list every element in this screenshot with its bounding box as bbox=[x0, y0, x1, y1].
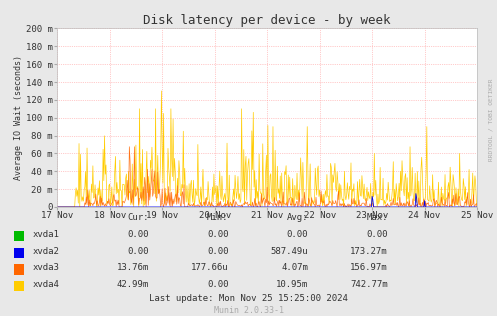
Text: 0.00: 0.00 bbox=[287, 230, 308, 239]
Text: 742.77m: 742.77m bbox=[350, 280, 388, 289]
Text: 0.00: 0.00 bbox=[207, 230, 229, 239]
Text: 0.00: 0.00 bbox=[207, 247, 229, 256]
Text: RRDTOOL / TOBI OETIKER: RRDTOOL / TOBI OETIKER bbox=[489, 79, 494, 161]
Text: 156.97m: 156.97m bbox=[350, 264, 388, 272]
Text: Avg:: Avg: bbox=[287, 213, 308, 222]
Title: Disk latency per device - by week: Disk latency per device - by week bbox=[144, 14, 391, 27]
Text: Last update: Mon Nov 25 15:25:00 2024: Last update: Mon Nov 25 15:25:00 2024 bbox=[149, 294, 348, 303]
Text: Min:: Min: bbox=[207, 213, 229, 222]
Text: 42.99m: 42.99m bbox=[117, 280, 149, 289]
Text: xvda1: xvda1 bbox=[32, 230, 59, 239]
Text: 0.00: 0.00 bbox=[366, 230, 388, 239]
Text: xvda2: xvda2 bbox=[32, 247, 59, 256]
Text: Max:: Max: bbox=[366, 213, 388, 222]
Text: xvda3: xvda3 bbox=[32, 264, 59, 272]
Text: 173.27m: 173.27m bbox=[350, 247, 388, 256]
Text: Cur:: Cur: bbox=[128, 213, 149, 222]
Text: xvda4: xvda4 bbox=[32, 280, 59, 289]
Text: 587.49u: 587.49u bbox=[270, 247, 308, 256]
Text: 0.00: 0.00 bbox=[128, 247, 149, 256]
Text: 10.95m: 10.95m bbox=[276, 280, 308, 289]
Text: 0.00: 0.00 bbox=[128, 230, 149, 239]
Y-axis label: Average IO Wait (seconds): Average IO Wait (seconds) bbox=[14, 55, 23, 180]
Text: 177.66u: 177.66u bbox=[191, 264, 229, 272]
Text: 13.76m: 13.76m bbox=[117, 264, 149, 272]
Text: 4.07m: 4.07m bbox=[281, 264, 308, 272]
Text: Munin 2.0.33-1: Munin 2.0.33-1 bbox=[214, 306, 283, 315]
Text: 0.00: 0.00 bbox=[207, 280, 229, 289]
